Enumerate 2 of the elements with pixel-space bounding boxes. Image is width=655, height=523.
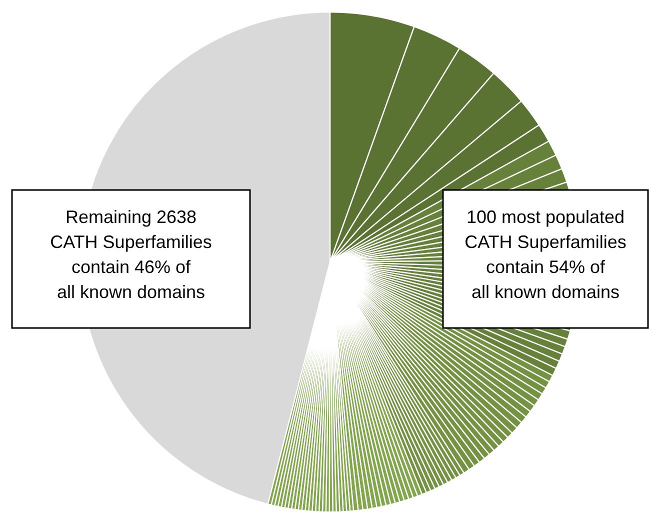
text: Remaining 2638 CATH Superfamilies contain 46% of all known domains	[50, 207, 212, 302]
text: 100 most populated CATH Superfamilies contain 54% of all known domains	[464, 207, 626, 302]
